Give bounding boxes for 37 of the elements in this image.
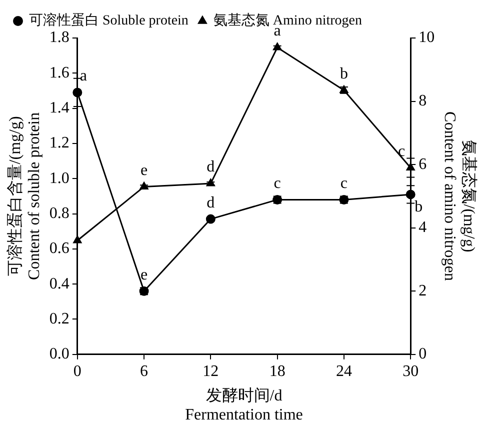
data-label: e	[140, 266, 148, 284]
y-tick-label: 1.0	[49, 170, 70, 187]
data-label: b	[414, 198, 423, 216]
y2-tick-label: 4	[418, 219, 427, 236]
y-tick-label: 1.8	[49, 29, 70, 46]
data-label: e	[140, 162, 148, 179]
data-label: b	[340, 65, 348, 82]
legend-label: 可溶性蛋白 Soluble protein	[29, 12, 188, 29]
y-tick-label: 1.4	[49, 100, 70, 117]
y2-tick-label: 6	[418, 156, 427, 173]
data-label: c	[340, 174, 348, 192]
y-tick-label: 0.8	[49, 204, 70, 222]
x-tick-label: 6	[140, 363, 148, 380]
legend-label: 氨基态氮 Amino nitrogen	[213, 12, 362, 29]
y2-tick-label: 0	[418, 346, 427, 363]
x-tick-label: 12	[202, 363, 219, 380]
data-label: a	[80, 68, 87, 85]
y-tick-label: 0.6	[49, 240, 70, 258]
x-tick-label: 0	[73, 363, 82, 380]
x-axis-title: 发酵时间/d Fermentation time	[185, 386, 303, 424]
x-tick-label: 30	[402, 363, 419, 380]
y2-tick-label: 2	[418, 282, 427, 300]
y2-axis-title: 氨基态氮/(mg/g) Content of amino nitrogen	[440, 112, 478, 281]
point	[73, 236, 82, 244]
y-tick-label: 0.0	[49, 346, 70, 363]
y-tick-label: 1.6	[49, 64, 70, 82]
x-tick-label: 24	[336, 363, 352, 380]
y-tick-label: 1.2	[49, 134, 70, 152]
data-label: d	[206, 158, 215, 176]
y-axis-title: 可溶性蛋白含量/(mg/g) Content of soluble protein	[6, 112, 44, 280]
y-tick-label: 0.4	[49, 275, 70, 292]
y-tick-label: 0.2	[49, 310, 70, 328]
x-tick-label: 18	[269, 363, 286, 380]
data-label: c	[274, 174, 281, 192]
y2-tick-label: 8	[418, 92, 427, 110]
data-label: d	[206, 194, 215, 212]
y2-tick-label: 10	[418, 29, 435, 46]
